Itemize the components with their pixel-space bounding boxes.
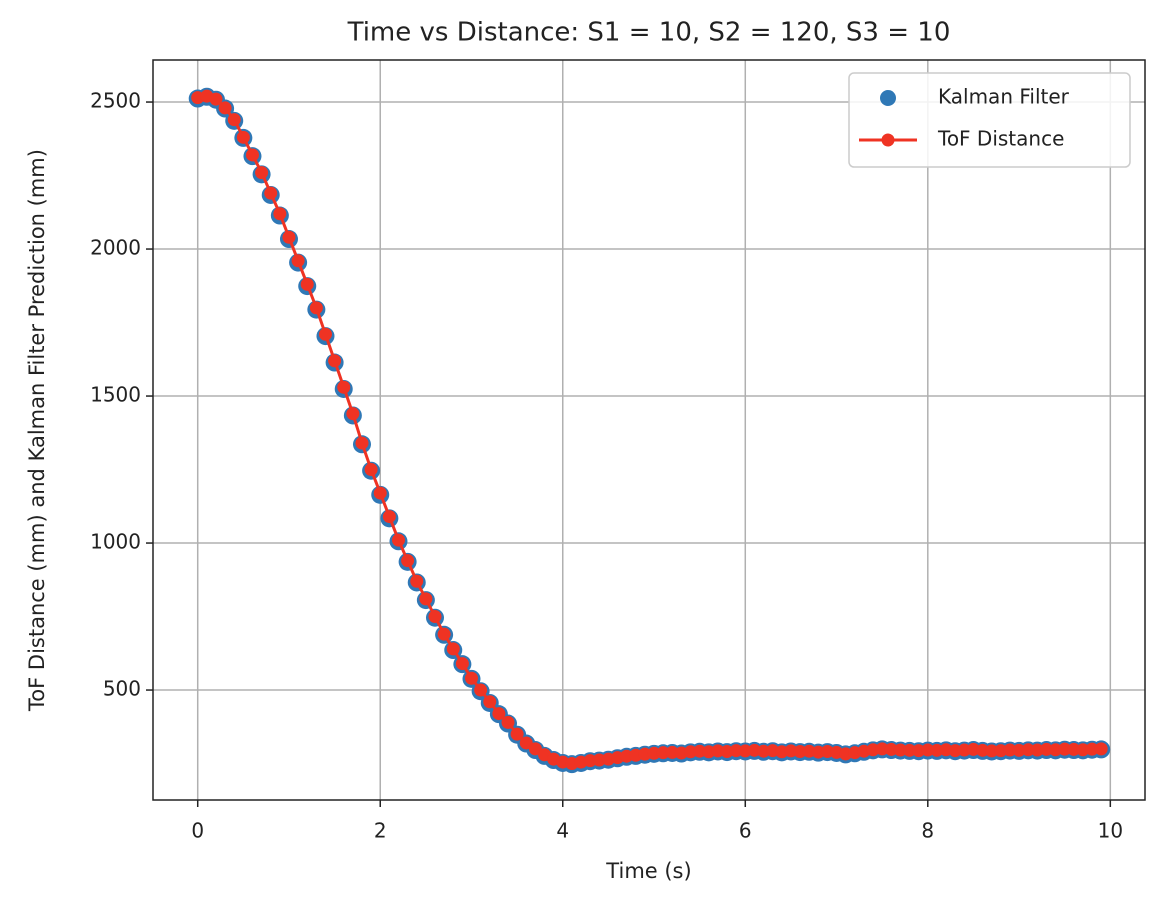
point bbox=[1039, 742, 1053, 756]
point bbox=[1021, 743, 1035, 757]
plot-frame bbox=[152, 59, 1146, 801]
point bbox=[410, 574, 424, 588]
point bbox=[893, 743, 907, 757]
y-tick-label: 1500 bbox=[90, 383, 141, 407]
point bbox=[492, 707, 506, 721]
point bbox=[446, 642, 460, 656]
point bbox=[337, 380, 351, 394]
point bbox=[437, 627, 451, 641]
point bbox=[282, 230, 296, 244]
x-tick-label: 2 bbox=[374, 819, 387, 843]
point bbox=[985, 744, 999, 758]
point bbox=[428, 610, 442, 624]
point bbox=[921, 743, 935, 757]
point bbox=[729, 744, 743, 758]
point bbox=[291, 254, 305, 268]
legend-box bbox=[848, 72, 1131, 168]
series bbox=[191, 89, 1108, 771]
point bbox=[656, 746, 670, 760]
point bbox=[419, 592, 433, 606]
point bbox=[1058, 742, 1072, 756]
point bbox=[236, 130, 250, 144]
point bbox=[245, 148, 259, 162]
point bbox=[793, 744, 807, 758]
point bbox=[483, 695, 497, 709]
point bbox=[273, 207, 287, 221]
point bbox=[355, 436, 369, 450]
legend-marker bbox=[881, 133, 895, 147]
point bbox=[300, 277, 314, 291]
legend-label: ToF Distance bbox=[937, 127, 1064, 151]
legend-marker bbox=[880, 90, 896, 106]
point bbox=[1003, 743, 1017, 757]
point bbox=[1067, 742, 1081, 756]
point bbox=[382, 510, 396, 524]
point bbox=[255, 166, 269, 180]
point bbox=[391, 533, 405, 547]
x-tick-label: 8 bbox=[921, 819, 934, 843]
chart-title: Time vs Distance: S1 = 10, S2 = 120, S3 … bbox=[347, 18, 951, 48]
point bbox=[318, 327, 332, 341]
point bbox=[1094, 742, 1108, 756]
point bbox=[218, 101, 232, 115]
point bbox=[227, 113, 241, 127]
point bbox=[401, 554, 415, 568]
x-tick-label: 6 bbox=[739, 819, 752, 843]
plot-area bbox=[153, 60, 1145, 800]
y-tick-label: 1000 bbox=[90, 530, 141, 554]
point bbox=[1085, 742, 1099, 756]
point bbox=[264, 186, 278, 200]
point bbox=[455, 657, 469, 671]
point bbox=[346, 407, 360, 421]
point bbox=[501, 715, 515, 729]
point bbox=[364, 463, 378, 477]
point bbox=[510, 727, 524, 741]
y-tick-label: 500 bbox=[103, 677, 141, 701]
x-tick-label: 0 bbox=[191, 819, 204, 843]
point bbox=[464, 671, 478, 685]
y-tick-label: 2500 bbox=[90, 89, 141, 113]
legend-label: Kalman Filter bbox=[938, 85, 1070, 109]
x-axis-label: Time (s) bbox=[605, 859, 691, 883]
point bbox=[474, 683, 488, 697]
point bbox=[328, 354, 342, 368]
point bbox=[209, 92, 223, 106]
point bbox=[309, 301, 323, 315]
y-axis-label: ToF Distance (mm) and Kalman Filter Pred… bbox=[25, 149, 49, 712]
point bbox=[903, 743, 917, 757]
x-tick-label: 4 bbox=[556, 819, 569, 843]
point bbox=[373, 486, 387, 500]
x-tick-label: 10 bbox=[1098, 819, 1123, 843]
y-tick-label: 2000 bbox=[90, 236, 141, 260]
